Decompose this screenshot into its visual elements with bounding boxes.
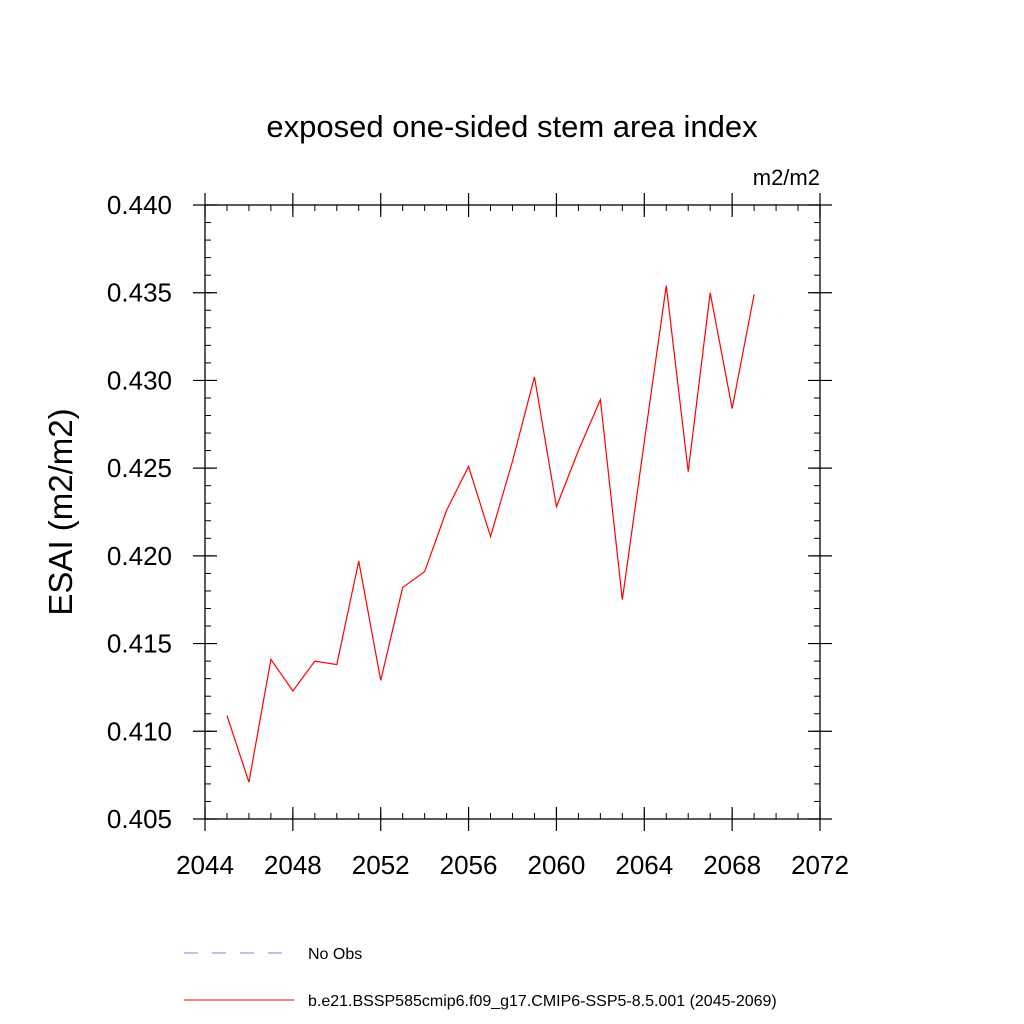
x-tick-label: 2056 bbox=[440, 850, 498, 880]
y-tick-label: 0.435 bbox=[107, 278, 172, 308]
x-tick-label: 2044 bbox=[176, 850, 234, 880]
x-tick-label: 2052 bbox=[352, 850, 410, 880]
y-tick-labels: 0.405 0.410 0.415 0.420 0.425 0.430 0.435 0.440 bbox=[107, 190, 172, 834]
minor-ticks bbox=[204, 204, 821, 820]
y-tick-label: 0.405 bbox=[107, 804, 172, 834]
x-tick-label: 2072 bbox=[791, 850, 849, 880]
y-axis-label: ESAI (m2/m2) bbox=[42, 408, 79, 615]
chart-title: exposed one-sided stem area index bbox=[266, 109, 758, 144]
y-tick-label: 0.425 bbox=[107, 453, 172, 483]
y-tick-label: 0.430 bbox=[107, 365, 172, 395]
x-tick-label: 2060 bbox=[528, 850, 586, 880]
x-tick-label: 2068 bbox=[703, 850, 761, 880]
x-tick-label: 2048 bbox=[264, 850, 322, 880]
y-tick-label: 0.420 bbox=[107, 541, 172, 571]
series-line bbox=[226, 285, 755, 783]
y-tick-label: 0.410 bbox=[107, 716, 172, 746]
y-tick-label: 0.440 bbox=[107, 190, 172, 220]
series-lines bbox=[226, 285, 755, 783]
y-tick-label: 0.415 bbox=[107, 629, 172, 659]
legend: No Obs b.e21.BSSP585cmip6.f09_g17.CMIP6-… bbox=[184, 946, 777, 1010]
x-tick-label: 2064 bbox=[615, 850, 673, 880]
legend-label-no-obs: No Obs bbox=[308, 946, 362, 963]
plot-frame bbox=[204, 204, 821, 820]
units-label: m2/m2 bbox=[753, 165, 820, 190]
x-tick-labels: 2044 2048 2052 2056 2060 2064 2068 2072 bbox=[176, 850, 849, 880]
legend-label-model: b.e21.BSSP585cmip6.f09_g17.CMIP6-SSP5-8.… bbox=[308, 993, 777, 1010]
major-ticks bbox=[193, 193, 832, 831]
